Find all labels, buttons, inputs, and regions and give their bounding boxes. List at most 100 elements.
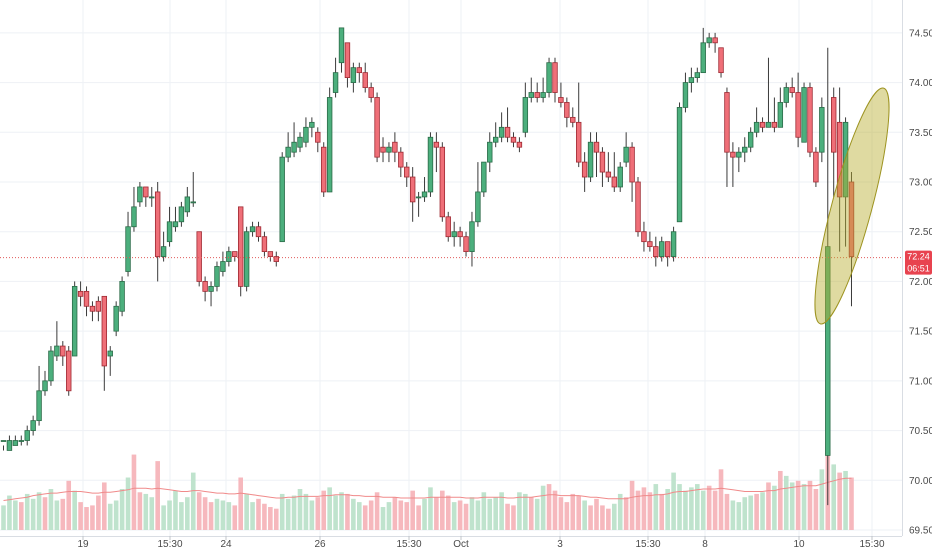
volume-bar	[285, 498, 291, 530]
candle-body-up	[659, 241, 665, 257]
volume-bar	[149, 497, 155, 530]
candle	[261, 231, 268, 257]
candle-body-up	[587, 141, 594, 178]
volume-bar	[689, 487, 694, 530]
volume-bar	[617, 493, 623, 530]
x-tick-label: 15:30	[396, 539, 421, 550]
candle-body-up	[819, 107, 825, 153]
candle-body-up	[747, 131, 754, 148]
candle-body-down	[77, 290, 84, 297]
candle	[160, 231, 167, 262]
candle-body-up	[623, 146, 629, 163]
candle-body-up	[706, 37, 712, 44]
candle-body-up	[208, 285, 214, 292]
candle-body-up	[481, 161, 487, 193]
volume-bar	[463, 503, 469, 530]
candle-body-down	[202, 281, 208, 292]
candle	[688, 67, 695, 93]
candle	[641, 221, 647, 252]
candle	[273, 251, 279, 267]
candle	[647, 231, 653, 252]
candle-body-down	[315, 131, 321, 143]
candle	[267, 251, 274, 262]
candle	[332, 57, 339, 98]
y-tick-label: 72.50	[909, 227, 932, 238]
candle-body-up	[688, 77, 695, 83]
volume-bar	[309, 500, 315, 530]
candle-body-up	[160, 246, 167, 257]
candle	[66, 346, 72, 396]
candle-body-up	[475, 191, 481, 223]
candle-body-down	[196, 231, 202, 282]
candle	[516, 137, 523, 153]
volume-bar	[695, 484, 700, 530]
volume-bar	[13, 500, 18, 530]
volume-bar	[78, 502, 83, 530]
candle-body-down	[795, 92, 801, 138]
candle	[12, 435, 19, 446]
candle-body-down	[510, 136, 517, 143]
candle-body-down	[635, 181, 641, 233]
candle-body-up	[522, 97, 529, 133]
x-tick-label: 8	[702, 539, 708, 550]
candle	[321, 142, 327, 197]
volume-bar	[380, 507, 386, 530]
current-price-tag: 72.24 06:51	[905, 250, 932, 275]
candle-body-down	[605, 171, 612, 178]
candle	[214, 261, 220, 292]
candle-body-down	[564, 102, 570, 118]
candle-body-up	[427, 136, 434, 193]
candle-body-up	[0, 440, 7, 442]
candle-body-up	[753, 121, 760, 133]
volume-bar	[279, 493, 285, 530]
candle	[475, 162, 481, 227]
volume-bar	[736, 502, 742, 530]
volume-bar	[208, 502, 214, 530]
candle	[202, 276, 208, 302]
volume-bar	[143, 493, 149, 530]
candle	[89, 301, 96, 322]
y-tick-label: 70.50	[909, 426, 932, 437]
candle	[427, 132, 434, 197]
candle	[534, 82, 540, 103]
candle-body-down	[759, 121, 766, 128]
x-tick-label: 3	[557, 539, 563, 550]
candle	[842, 117, 849, 247]
candle	[481, 161, 487, 197]
candle-body-up	[487, 141, 493, 163]
candle-body-down	[552, 62, 558, 93]
volume-bar	[185, 497, 190, 530]
candle	[249, 221, 256, 237]
candle-body-down	[581, 161, 588, 178]
candle	[825, 47, 831, 506]
highlight-ellipse-annotation[interactable]	[801, 83, 903, 329]
candle-body-down	[267, 251, 274, 257]
volume-bar	[345, 493, 350, 530]
candle	[303, 117, 309, 148]
candle	[48, 346, 54, 386]
candle	[226, 246, 232, 267]
volume-bar	[807, 480, 813, 530]
volume-bar	[647, 492, 653, 530]
volume-bar	[801, 484, 807, 530]
x-tick-label: 15:30	[157, 539, 182, 550]
candle-body-up	[36, 390, 42, 422]
candle	[95, 296, 102, 322]
x-tick-label: Oct	[453, 539, 469, 550]
volume-bar	[742, 497, 748, 530]
candle-body-up	[249, 226, 256, 233]
volume-bar	[499, 492, 504, 530]
volume-bar	[333, 495, 338, 530]
volume-bar	[724, 493, 730, 530]
volume-bar	[244, 493, 249, 530]
volume-bar	[576, 495, 582, 530]
y-tick-label: 69.50	[909, 526, 932, 537]
price-axis[interactable]: 74.50 74.00 73.50 73.00 72.50 72.00 71.50 71.00…	[909, 28, 932, 536]
time-axis[interactable]: 19 15:30 24 26 15:30 Oct 3 15:30 8 10 15:30	[77, 536, 885, 550]
volume-bar	[131, 454, 137, 530]
candle-body-down	[143, 186, 149, 198]
candle	[220, 251, 226, 277]
candle	[848, 172, 855, 307]
